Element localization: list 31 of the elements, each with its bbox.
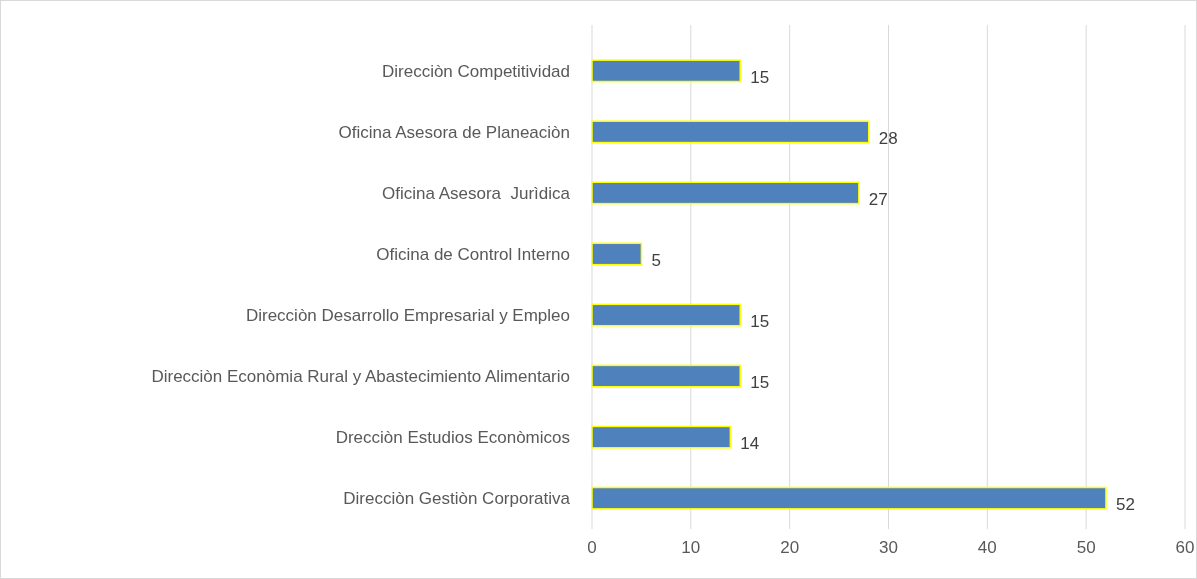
- bar: [591, 59, 741, 83]
- bar: [591, 364, 741, 388]
- x-tick-label: 40: [977, 538, 997, 557]
- y-tick-label: Oficina de Control Interno: [376, 244, 570, 264]
- data-label: 5: [651, 250, 661, 270]
- data-label: 28: [878, 128, 898, 148]
- x-tick-label: 30: [879, 538, 898, 557]
- x-tick-label: 0: [587, 538, 597, 557]
- data-label: 15: [750, 373, 770, 393]
- bar: [591, 425, 732, 449]
- y-tick-label: Direcciòn Gestiòn Corporativa: [343, 489, 571, 509]
- x-tick-label: 20: [780, 538, 800, 557]
- bar: [591, 242, 643, 266]
- data-label: 14: [740, 434, 760, 454]
- y-tick-label: Direcciòn Econòmia Rural y Abastecimiento Alimentario: [151, 367, 570, 387]
- bar: [591, 303, 741, 327]
- y-tick-label: Oficina Asesora Jurìdica: [381, 183, 571, 203]
- y-tick-label: Oficina Asesora de Planeaciòn: [338, 122, 570, 142]
- data-label: 15: [750, 311, 770, 331]
- y-tick-label: Direcciòn Competitividad: [381, 61, 570, 81]
- x-tick-label: 10: [681, 538, 701, 557]
- data-label: 27: [868, 189, 888, 209]
- bar: [591, 120, 870, 144]
- y-tick-label: Direcciòn Desarrollo Empresarial y Empleo: [245, 305, 570, 325]
- bar: [591, 181, 860, 205]
- y-tick-label: Drecciòn Estudios Econòmicos: [335, 428, 570, 448]
- data-label: 15: [750, 67, 770, 87]
- x-tick-label: 60: [1175, 538, 1195, 557]
- data-label: 52: [1115, 495, 1135, 515]
- x-tick-label: 50: [1076, 538, 1096, 557]
- bar: [591, 486, 1107, 510]
